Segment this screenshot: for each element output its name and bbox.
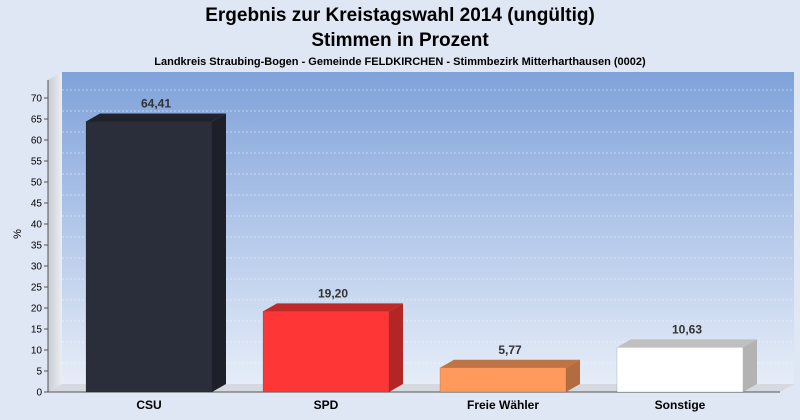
bar-csu	[85, 113, 226, 393]
chart-subtitle: Landkreis Straubing-Bogen - Gemeinde FEL…	[154, 56, 646, 68]
y-axis-label: %	[12, 229, 24, 239]
y-tick-label: 45	[31, 199, 43, 210]
y-tick-label: 50	[31, 178, 43, 189]
x-tick-label: Freie Wähler	[467, 398, 539, 412]
y-tick-label: 65	[31, 115, 43, 126]
chart-title-line2: Stimmen in Prozent	[311, 30, 489, 51]
y-tick-label: 55	[31, 157, 43, 168]
category-labels: CSU SPD Freie Wähler Sonstige	[136, 398, 705, 412]
y-tick-label: 20	[31, 304, 43, 315]
plot-background	[62, 72, 794, 384]
value-label: 19,20	[318, 286, 348, 300]
value-label: 64,41	[141, 96, 171, 110]
y-tick-label: 35	[31, 241, 43, 252]
plot-floor	[48, 384, 794, 392]
plot-side-wall	[48, 72, 62, 392]
y-tick-label: 70	[31, 94, 43, 105]
value-label: 5,77	[498, 343, 522, 357]
bars	[85, 113, 757, 393]
x-tick-label: CSU	[136, 398, 161, 412]
x-tick-label: Sonstige	[655, 398, 706, 412]
y-axis: 0 5 10 15 20 25 30 35 40 45 50 55 60 65 70	[31, 94, 48, 399]
y-tick-label: 60	[31, 136, 43, 147]
y-tick-label: 5	[36, 367, 42, 378]
y-tick-label: 10	[31, 346, 43, 357]
y-tick-label: 15	[31, 325, 43, 336]
y-tick-label: 25	[31, 283, 43, 294]
bar-freie-wähler	[439, 359, 580, 393]
y-tick-label: 30	[31, 262, 43, 273]
x-tick-label: SPD	[314, 398, 339, 412]
value-label: 10,63	[672, 322, 702, 336]
y-tick-label: 40	[31, 220, 43, 231]
bar-sonstige	[616, 339, 757, 393]
y-tick-label: 0	[36, 388, 42, 399]
value-labels: 64,41 19,20 5,77 10,63	[141, 96, 702, 356]
chart-title: Ergebnis zur Kreistagswahl 2014 (ungülti…	[205, 5, 595, 26]
bar-spd	[262, 303, 403, 393]
